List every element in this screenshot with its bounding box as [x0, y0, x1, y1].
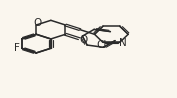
Text: N: N	[119, 38, 127, 48]
Text: O: O	[33, 18, 41, 28]
Text: O: O	[79, 35, 87, 45]
Text: F: F	[14, 43, 20, 53]
Text: Cl: Cl	[97, 40, 107, 50]
